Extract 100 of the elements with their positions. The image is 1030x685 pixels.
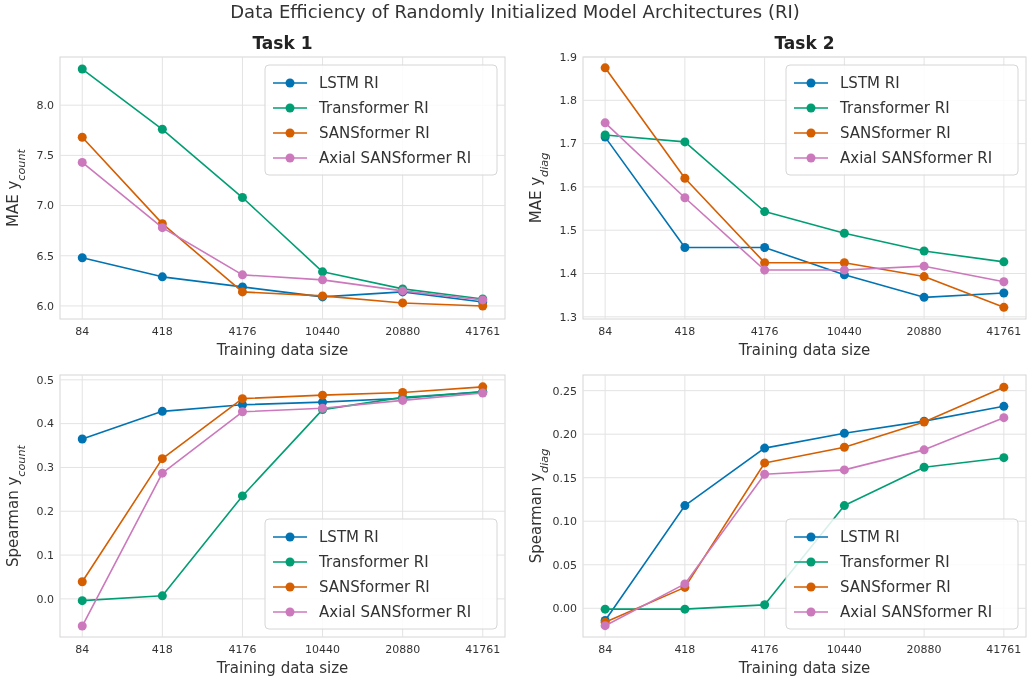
x-tick-label: 41761 <box>465 643 501 656</box>
x-tick-label: 4176 <box>228 643 257 656</box>
x-axis-title: Training data size <box>215 341 349 359</box>
point <box>77 621 87 631</box>
x-tick-label: 418 <box>674 643 696 656</box>
point <box>600 118 610 128</box>
point <box>157 468 167 478</box>
y-tick-label: 0.00 <box>552 602 577 616</box>
point <box>760 443 770 453</box>
point <box>600 621 610 631</box>
y-tick-label: 1.4 <box>559 267 577 281</box>
legend-label: SANSformer RI <box>840 124 951 143</box>
point <box>919 462 929 472</box>
x-tick-label: 4176 <box>750 643 779 656</box>
y-tick-label: 7.0 <box>36 199 54 213</box>
x-tick-label: 84 <box>75 325 90 338</box>
point <box>839 258 849 268</box>
x-tick-label: 418 <box>151 643 173 656</box>
y-tick-label: 1.7 <box>559 137 577 151</box>
y-tick-label: 1.5 <box>559 224 577 238</box>
point <box>237 407 247 417</box>
legend-label: Transformer RI <box>318 553 429 572</box>
point <box>919 445 929 455</box>
point <box>77 434 87 444</box>
point <box>77 64 87 74</box>
point <box>680 604 690 614</box>
legend-label: Axial SANSformer RI <box>319 603 472 622</box>
x-tick-label: 4176 <box>750 325 779 338</box>
point <box>919 261 929 271</box>
y-tick-label: 0.5 <box>36 373 54 387</box>
point <box>999 277 1009 287</box>
text: Data Efficiency of Randomly Initialized Model Architectures (RI) <box>230 1 800 22</box>
point <box>839 265 849 275</box>
x-tick-label: 418 <box>674 325 696 338</box>
point <box>919 246 929 256</box>
point <box>77 577 87 587</box>
point <box>237 394 247 404</box>
x-tick-label: 4176 <box>228 325 257 338</box>
legend-label: LSTM RI <box>319 528 379 547</box>
legend-label: Transformer RI <box>318 99 429 118</box>
y-tick-label: 0.0 <box>36 592 54 606</box>
x-tick-label: 10440 <box>826 325 862 338</box>
point <box>999 302 1009 312</box>
legend-label: LSTM RI <box>840 528 900 547</box>
point <box>237 491 247 501</box>
point <box>839 228 849 238</box>
point <box>398 298 408 308</box>
point <box>600 604 610 614</box>
point <box>839 428 849 438</box>
legend-label: Axial SANSformer RI <box>840 603 993 622</box>
point <box>157 406 167 416</box>
x-axis-title: Training data size <box>215 659 349 677</box>
x-tick-label: 84 <box>598 325 613 338</box>
point <box>680 243 690 253</box>
point <box>999 413 1009 423</box>
point <box>318 390 328 400</box>
point <box>77 157 87 167</box>
y-tick-label: 0.10 <box>552 515 577 529</box>
legend-label: Transformer RI <box>839 99 950 118</box>
legend-label: SANSformer RI <box>319 124 430 143</box>
point <box>157 124 167 134</box>
y-tick-label: 8.0 <box>36 99 54 113</box>
point <box>760 243 770 253</box>
point <box>999 453 1009 463</box>
x-axis-title: Training data size <box>737 659 871 677</box>
point <box>760 600 770 610</box>
legend-label: LSTM RI <box>840 74 900 93</box>
x-tick-label: 20880 <box>906 325 942 338</box>
x-tick-label: 10440 <box>305 325 341 338</box>
point <box>77 132 87 142</box>
y-tick-label: 6.5 <box>36 249 54 263</box>
y-tick-label: 0.25 <box>552 384 577 398</box>
y-tick-label: 6.0 <box>36 299 54 313</box>
x-tick-label: 84 <box>598 643 613 656</box>
x-tick-label: 20880 <box>906 643 942 656</box>
x-tick-label: 84 <box>75 643 90 656</box>
point <box>839 465 849 475</box>
point <box>680 137 690 147</box>
y-tick-label: 0.15 <box>552 471 577 485</box>
point <box>398 388 408 398</box>
x-axis-title: Training data size <box>737 341 871 359</box>
point <box>999 401 1009 411</box>
point <box>157 223 167 233</box>
y-tick-label: 1.3 <box>559 310 577 324</box>
x-tick-label: 10440 <box>826 643 862 656</box>
point <box>760 265 770 275</box>
y-tick-label: 0.4 <box>36 417 54 431</box>
point <box>680 501 690 511</box>
point <box>680 193 690 203</box>
x-tick-label: 10440 <box>305 643 341 656</box>
x-tick-label: 418 <box>151 325 173 338</box>
legend-label: SANSformer RI <box>319 578 430 597</box>
chart-title: Task 1 <box>252 33 313 53</box>
point <box>600 63 610 73</box>
point <box>77 596 87 606</box>
point <box>999 382 1009 392</box>
y-tick-label: 0.05 <box>552 558 577 572</box>
point <box>680 173 690 183</box>
legend-label: LSTM RI <box>319 74 379 93</box>
point <box>237 287 247 297</box>
